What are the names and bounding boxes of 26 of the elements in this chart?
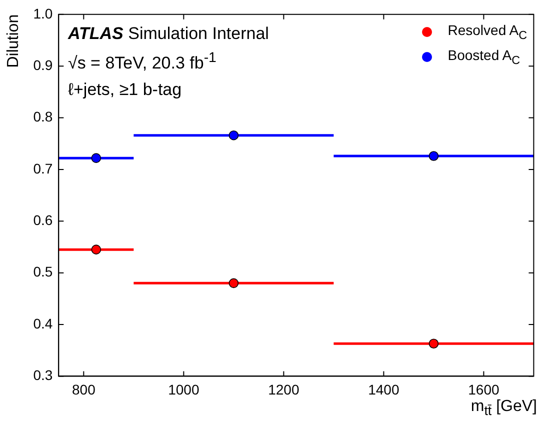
- x-tick-label: 1200: [268, 381, 300, 398]
- point: [428, 338, 439, 349]
- y-tick-label: 1.0: [33, 5, 53, 22]
- point: [91, 244, 102, 254]
- y-tick-label: 0.9: [33, 56, 53, 73]
- y-tick-label: 0.7: [33, 160, 53, 176]
- y-tick-label: 0.4: [33, 315, 53, 332]
- point: [228, 130, 239, 140]
- y-tick-label: 0.8: [33, 108, 53, 125]
- x-tick-label: 1400: [368, 381, 400, 398]
- y-tick-label: 0.5: [33, 264, 53, 280]
- x-tick-label: 800: [72, 381, 96, 398]
- legend-label: Resolved A$_{C}$: [448, 22, 527, 42]
- x-tick-label: 1000: [168, 381, 200, 398]
- legend-label: Boosted A$_{C}$: [448, 46, 520, 67]
- y-tick-label: 0.6: [33, 212, 53, 228]
- annotation: √s = 8TeV, 20.3 fb$^{-1}$: [68, 50, 218, 74]
- x-axis-title: m$_{tt̄}$ [GeV]: [470, 398, 537, 418]
- annotation: ATLAS Simulation Internal: [68, 24, 269, 44]
- y-tick-label: 0.3: [33, 367, 53, 384]
- point: [228, 278, 239, 288]
- x-tick-label: 1600: [468, 381, 500, 398]
- point: [91, 153, 102, 163]
- point: [428, 151, 439, 161]
- annotation: ℓ+jets, ≥1 b-tag: [68, 80, 183, 100]
- y-axis-title: Dilution: [5, 14, 22, 68]
